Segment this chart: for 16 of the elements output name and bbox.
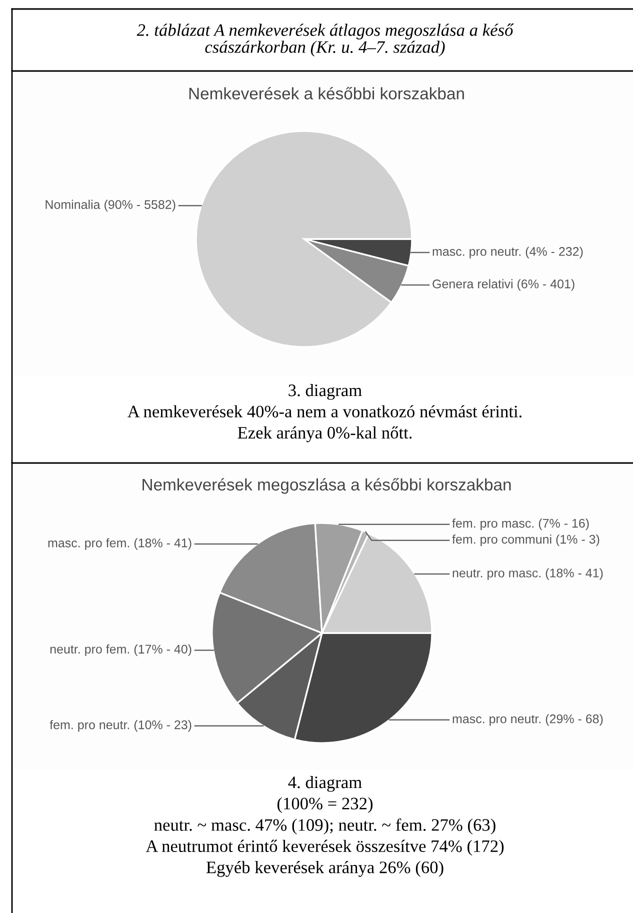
slice-label: masc. pro neutr. (29% - 68) xyxy=(452,714,603,726)
text: 4. diagram (100% = 232) neutr. ~ masc. 47% (109); neutr. ~ fem. 27% (63) A neutrumot érintő keverések összesítve 74% (172) Egyéb keverések aránya 26% (60) xyxy=(146,776,504,877)
slice-label: neutr. pro fem. (17% - 40) xyxy=(50,644,192,656)
slice-label: masc. pro fem. (18% - 41) xyxy=(48,538,192,550)
pie-slice xyxy=(195,130,413,348)
slice-label: fem. pro communi (1% - 3) xyxy=(452,534,600,546)
slice-label: fem. pro neutr. (10% - 23) xyxy=(50,720,192,732)
slice-label: Genera relativi (6% - 401) xyxy=(432,279,574,291)
slice-label: masc. pro neutr. (4% - 232) xyxy=(432,246,583,258)
chart-title: Nemkeverések megoszlása a későbbi korszakban xyxy=(142,478,511,494)
slice-label: Nominalia (90% - 5582) xyxy=(46,200,176,212)
text: 2. táblázat A nemkeverések átlagos megoszlása a késő császárkorban (Kr. u. 4–7. század) xyxy=(136,24,514,56)
slice-label: neutr. pro masc. (18% - 41) xyxy=(452,568,603,580)
slice-label: fem. pro masc. (7% - 16) xyxy=(452,518,589,530)
chart-title: Nemkeverések a későbbi korszakban xyxy=(189,87,464,100)
text: 3. diagram A nemkeverések 40%-a nem a vonatkozó névmást érinti. Ezek aránya 0%-kal nőtt. xyxy=(128,384,522,442)
